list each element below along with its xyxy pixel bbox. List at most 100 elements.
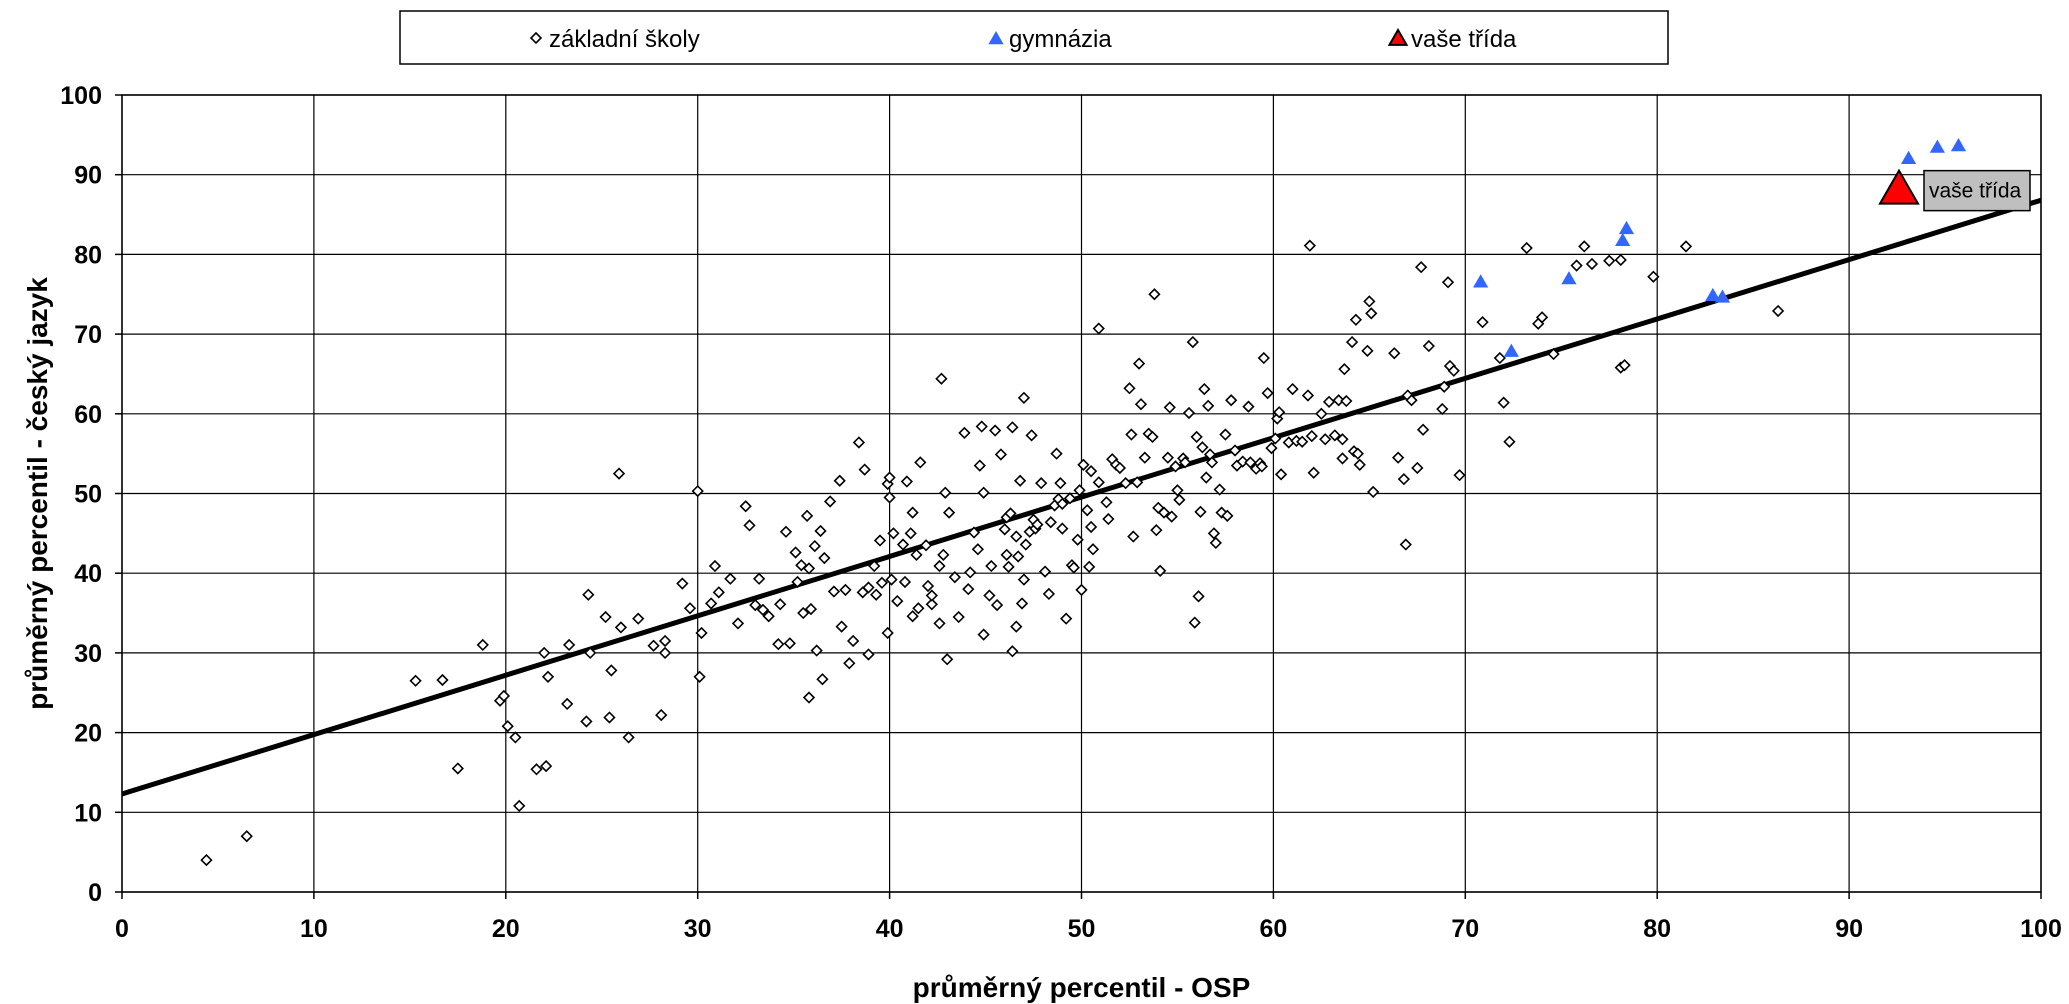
point-zakladni-skola (1075, 583, 1088, 597)
callout-box (1923, 169, 2031, 212)
point-zakladni-skola (1771, 304, 1785, 318)
x-axis-ticks: 0 10 20 30 40 50 60 70 80 90 100 (115, 892, 2062, 943)
point-zakladni-skola (1031, 518, 1044, 531)
point-zakladni-skola (833, 474, 846, 487)
point-zakladni-skola (539, 759, 553, 773)
point-zakladni-skola (1150, 524, 1163, 537)
point-gymnazium (1618, 220, 1635, 235)
x-tick-label: 90 (1835, 915, 1863, 943)
point-zakladni-skola (1188, 616, 1201, 629)
point-zakladni-skola (743, 519, 756, 532)
point-gymnazium (1900, 150, 1917, 164)
point-zakladni-skola (658, 646, 672, 660)
y-axis-title: průměrný percentil - český jazyk (22, 277, 53, 710)
point-zakladni-skola (774, 598, 787, 611)
point-zakladni-skola (1570, 259, 1583, 272)
point-zakladni-skola (497, 689, 511, 703)
legend-item-0: základní školy (529, 26, 700, 53)
point-zakladni-skola (852, 436, 866, 449)
point-zakladni-skola (1301, 389, 1315, 402)
point-zakladni-skola (964, 566, 977, 579)
point-zakladni-skola (990, 598, 1004, 612)
point-zakladni-skola (868, 559, 881, 573)
point-zakladni-skola (1190, 430, 1203, 444)
point-zakladni-skola (1161, 451, 1174, 464)
point-zakladni-skola (1063, 492, 1077, 505)
point-zakladni-skola (1438, 380, 1451, 393)
point-zakladni-skola (933, 559, 946, 573)
point-zakladni-skola (1119, 477, 1132, 490)
point-zakladni-skola (952, 610, 965, 624)
point-zakladni-skola (1244, 456, 1257, 469)
point-zakladni-skola (1392, 451, 1405, 464)
point-zakladni-skola (885, 573, 898, 586)
legend-marker-diamond (529, 31, 543, 45)
point-zakladni-skola (436, 673, 449, 687)
point-zakladni-skola (712, 586, 725, 599)
point-zakladni-skola (1200, 471, 1213, 484)
point-zakladni-skola (1305, 429, 1318, 443)
point-zakladni-skola (1367, 485, 1380, 499)
point-zakladni-skola (1436, 402, 1449, 416)
point-gymnazium (1615, 232, 1631, 247)
y-tick-label: 100 (60, 82, 102, 110)
point-zakladni-skola (476, 638, 489, 652)
point-zakladni-skola (676, 577, 689, 590)
point-zakladni-skola (582, 588, 595, 601)
point-zakladni-skola (1338, 363, 1351, 376)
point-zakladni-skola (779, 525, 793, 538)
point-zakladni-skola (724, 572, 737, 585)
point-zakladni-skola (1060, 612, 1073, 625)
x-tick-label: 10 (300, 915, 328, 943)
point-zakladni-skola (1019, 538, 1032, 551)
point-zakladni-skola (958, 426, 971, 440)
point-zakladni-skola (1209, 536, 1222, 550)
point-zakladni-skola (937, 548, 950, 562)
point-zakladni-skola (603, 711, 616, 724)
point-zakladni-skola (789, 546, 802, 559)
point-zakladni-skola (1163, 401, 1176, 414)
point-zakladni-skola (1054, 477, 1067, 490)
point-zakladni-skola (1255, 460, 1269, 473)
point-gymnazium (1929, 139, 1945, 153)
legend-item-2: vaše třída (1387, 26, 1517, 53)
point-zakladni-skola (772, 638, 785, 651)
y-tick-label: 90 (74, 162, 102, 190)
point-zakladni-skola (1336, 433, 1349, 446)
x-tick-label: 20 (492, 915, 520, 943)
point-zakladni-skola (1035, 477, 1048, 490)
point-zakladni-skola (1225, 394, 1238, 407)
point-zakladni-skola (1340, 394, 1353, 408)
x-tick-label: 30 (684, 915, 712, 943)
point-zakladni-skola (1056, 497, 1069, 510)
point-zakladni-skola (1205, 456, 1219, 469)
point-gymnazium (1561, 271, 1577, 285)
point-zakladni-skola (1154, 564, 1167, 577)
series-1 (1473, 138, 1967, 357)
point-zakladni-skola (816, 673, 829, 686)
point-zakladni-skola (1100, 496, 1113, 509)
point-zakladni-skola (1503, 435, 1516, 448)
point-zakladni-skola (1044, 516, 1057, 529)
x-tick-label: 0 (115, 915, 129, 943)
point-zakladni-skola (622, 731, 635, 744)
point-zakladni-skola (973, 459, 986, 472)
legend-label: základní školy (549, 26, 700, 53)
point-zakladni-skola (683, 602, 697, 615)
point-zakladni-skola (1415, 261, 1428, 274)
point-zakladni-skola (983, 589, 996, 602)
point-zakladni-skola (881, 626, 894, 640)
y-axis-ticks: 0 10 20 30 40 50 60 70 80 90 100 (60, 82, 122, 907)
point-zakladni-skola (1015, 597, 1029, 610)
point-gymnazium (1503, 343, 1519, 357)
point-zakladni-skola (1585, 257, 1599, 271)
point-zakladni-skola (1221, 509, 1234, 522)
point-zakladni-skola (802, 691, 816, 704)
point-zakladni-skola (887, 527, 900, 540)
point-zakladni-skola (904, 527, 917, 540)
point-zakladni-skola (870, 588, 883, 601)
point-zakladni-skola (1173, 493, 1186, 507)
point-zakladni-skola (1365, 307, 1378, 320)
point-zakladni-skola (1071, 533, 1084, 546)
